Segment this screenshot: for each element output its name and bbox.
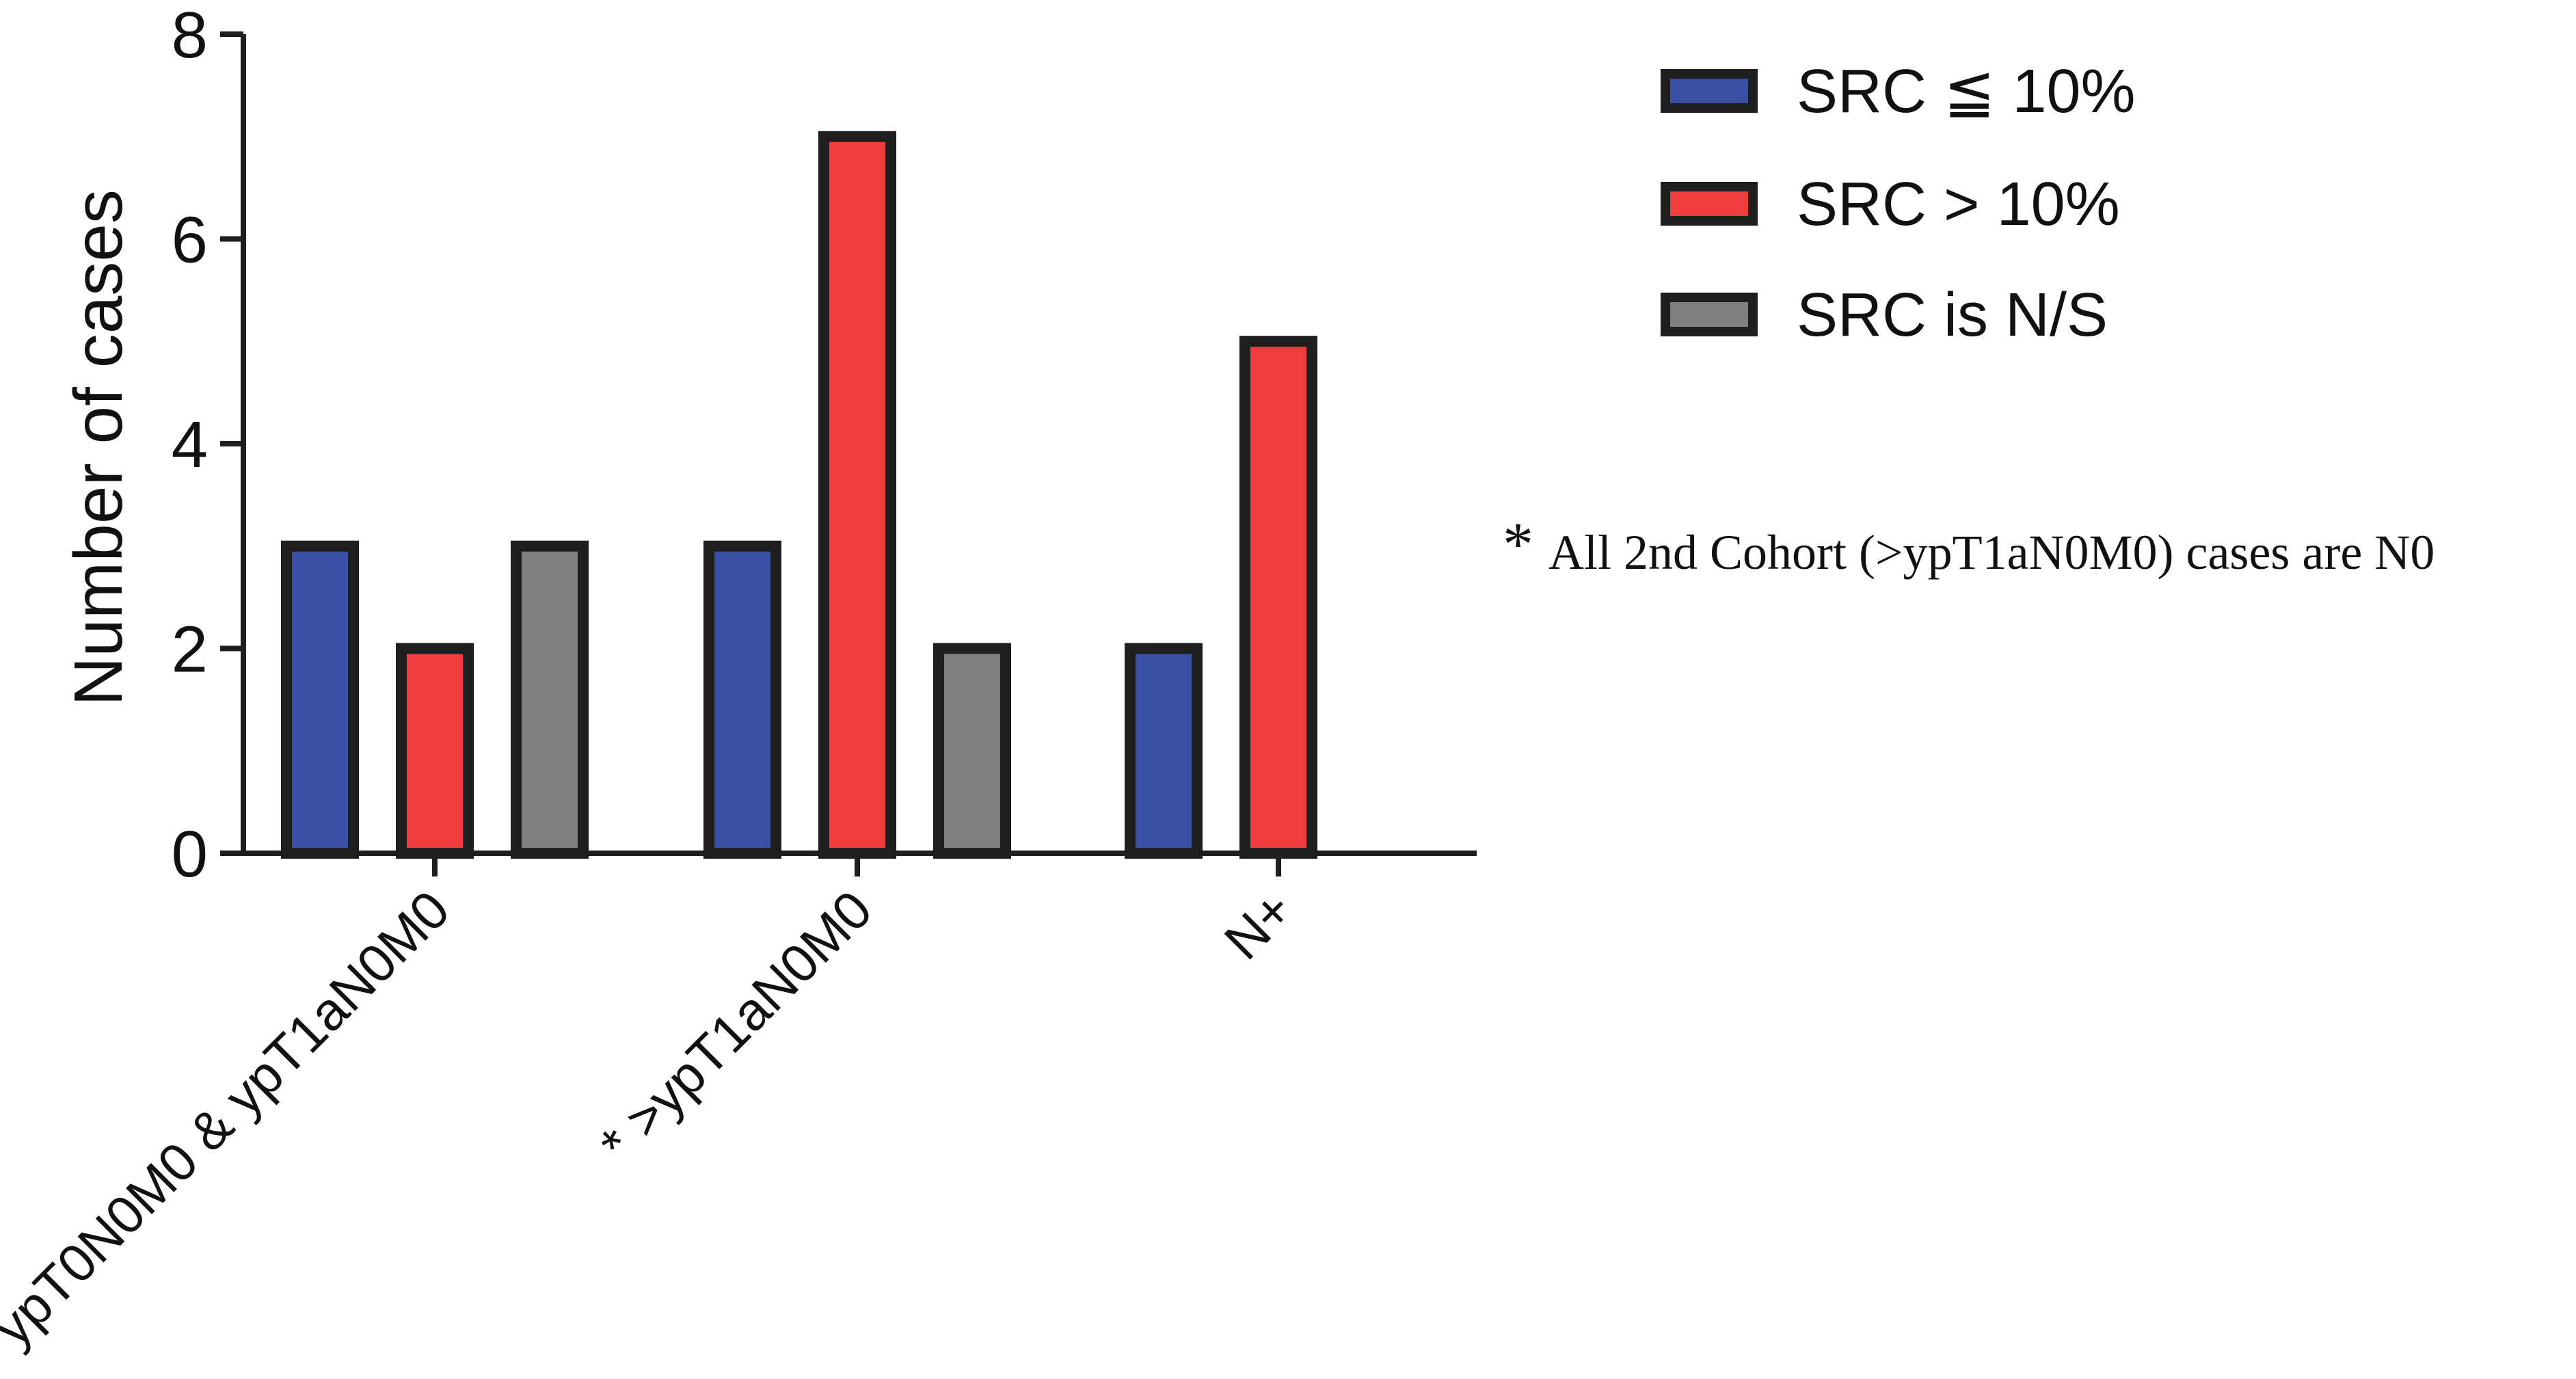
- legend: SRC ≦ 10% SRC > 10% SRC is N/S: [1661, 57, 2136, 349]
- y-tick-label-3: 4: [172, 408, 208, 481]
- bar-1-1: [281, 540, 359, 859]
- y-tick-label-1: 0: [172, 818, 208, 891]
- x-tick-label-2: * >ypT1aN0M0: [588, 879, 883, 1175]
- legend-swatch-3: [1661, 293, 1758, 336]
- legend-swatch-2: [1661, 182, 1758, 226]
- legend-label-1: SRC ≦ 10%: [1797, 57, 2136, 126]
- y-tick-label-5: 8: [172, 0, 208, 72]
- bar-1-2: [703, 540, 781, 859]
- annotation-text: All 2nd Cohort (>ypT1aN0M0) cases are N0: [1548, 525, 2434, 580]
- bar-3-1: [511, 540, 589, 859]
- legend-label-3: SRC is N/S: [1797, 281, 2108, 349]
- bar-2-3: [1239, 336, 1317, 859]
- annotation-note: * All 2nd Cohort (>ypT1aN0M0) cases are …: [1503, 511, 2434, 580]
- y-tick-label-4: 6: [172, 204, 208, 277]
- bars-layer: [281, 131, 1317, 859]
- bar-1-3: [1125, 643, 1203, 859]
- legend-swatch-1: [1661, 69, 1758, 113]
- bar-2-2: [818, 131, 896, 859]
- bar-2-1: [396, 643, 474, 859]
- y-axis-label: Number of cases: [60, 189, 137, 706]
- legend-label-2: SRC > 10%: [1797, 170, 2120, 239]
- bar-3-2: [933, 643, 1011, 859]
- annotation-asterisk: *: [1503, 511, 1533, 578]
- y-tick-label-2: 2: [172, 613, 208, 686]
- x-tick-label-3: N+: [1213, 879, 1304, 971]
- x-tick-label-1: ypT0N0M0 & ypT1aN0M0: [0, 879, 461, 1358]
